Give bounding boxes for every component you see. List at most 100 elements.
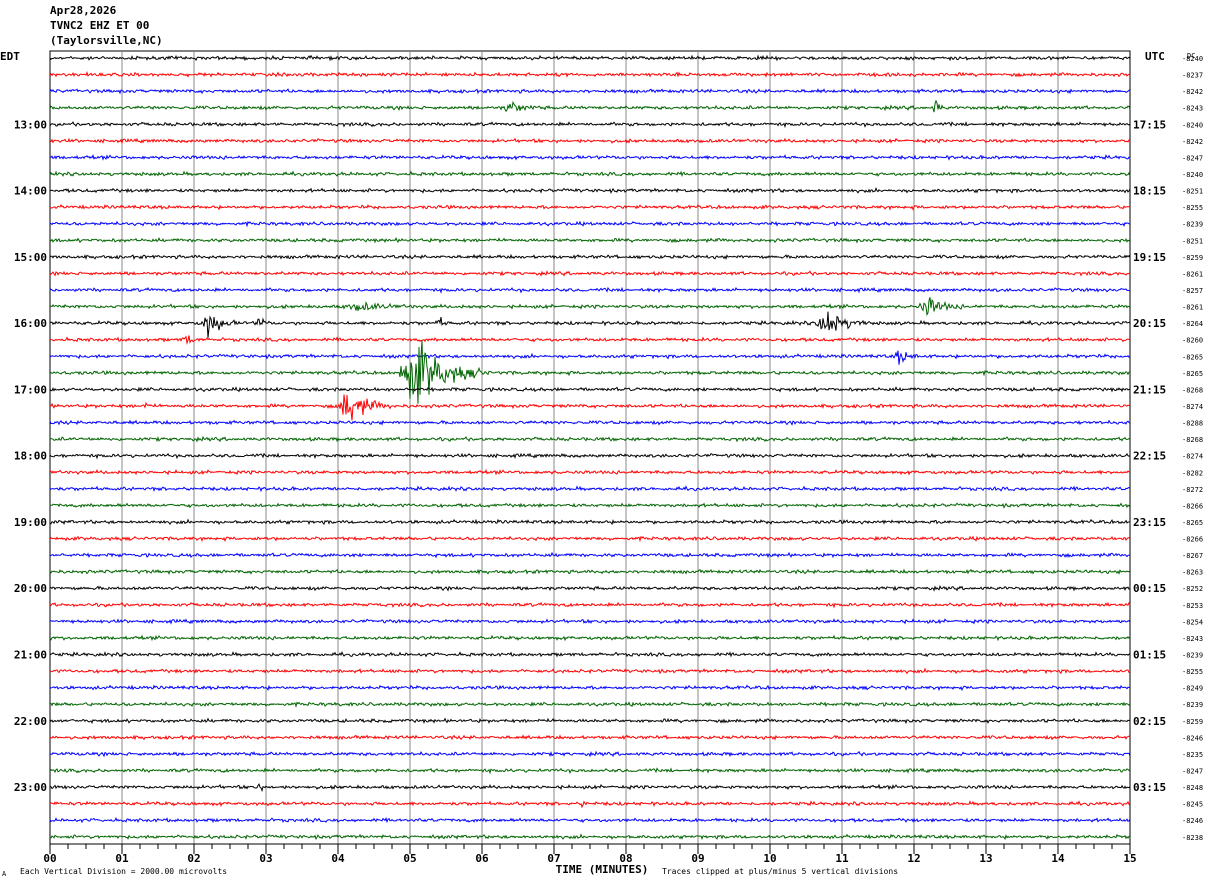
dc-offset-label: -8245 (1182, 801, 1203, 809)
x-tick-label: 05 (403, 852, 416, 865)
edt-hour-label: 20:00 (14, 582, 47, 595)
plot-frame (49, 50, 1131, 845)
seismic-trace (49, 452, 1131, 460)
seismic-trace (49, 618, 1131, 625)
x-tick-label: 11 (835, 852, 849, 865)
seismic-trace (49, 54, 1131, 62)
grid-layer (49, 50, 1131, 854)
dc-offset-label: -8251 (1182, 188, 1203, 196)
seismic-trace (49, 650, 1131, 658)
seismic-trace (49, 734, 1131, 741)
x-tick-label: 12 (907, 852, 920, 865)
dc-offset-label: -8251 (1182, 237, 1203, 245)
dc-offset-label: -8249 (1182, 685, 1203, 693)
seismic-trace (49, 584, 1131, 592)
seismic-trace (50, 750, 1131, 758)
seismic-trace (49, 717, 1131, 725)
seismic-trace (49, 468, 1131, 476)
dc-offset-label: -8239 (1182, 652, 1203, 660)
utc-hour-label: 18:15 (1133, 185, 1166, 198)
dc-offset-label: -8261 (1182, 270, 1203, 278)
utc-hour-label: 23:15 (1133, 516, 1166, 529)
dc-offset-label: -8253 (1182, 602, 1203, 610)
seismic-trace (49, 783, 1131, 793)
seismic-trace (49, 386, 1131, 393)
dc-offset-label: -8240 (1182, 55, 1203, 63)
seismic-trace (49, 502, 1131, 509)
seismic-trace (49, 340, 1131, 404)
edt-hour-label: 22:00 (14, 715, 47, 728)
seismic-trace (49, 435, 1131, 443)
x-tick-label: 10 (763, 852, 776, 865)
seismic-trace (49, 551, 1131, 559)
dc-offset-label: -8243 (1182, 105, 1203, 113)
seismic-trace (49, 99, 1131, 113)
dc-offset-label: -8274 (1182, 453, 1203, 461)
dc-offset-label: -8247 (1182, 154, 1203, 162)
dc-offset-label: -8261 (1182, 304, 1203, 312)
dc-offset-label: -8260 (1182, 337, 1203, 345)
seismic-trace (49, 634, 1131, 642)
dc-offset-label: -8265 (1182, 519, 1203, 527)
dc-offset-label: -8272 (1182, 486, 1203, 494)
seismic-trace (49, 236, 1131, 244)
seismic-trace (49, 816, 1131, 824)
dc-offset-label: -8268 (1182, 436, 1203, 444)
seismic-trace (49, 170, 1131, 178)
dc-offset-label: -8242 (1182, 88, 1203, 96)
dc-offset-label: -8242 (1182, 138, 1203, 146)
seismic-trace (49, 253, 1131, 260)
edt-hour-label: 15:00 (14, 251, 47, 264)
dc-offset-label: -8239 (1182, 221, 1203, 229)
dc-offset-label: -8274 (1182, 403, 1203, 411)
edt-hour-label: 13:00 (14, 118, 47, 131)
seismic-trace (49, 394, 1131, 421)
dc-offset-label: -8267 (1182, 552, 1203, 560)
dc-offset-label: -8238 (1182, 834, 1203, 842)
dc-offset-label: -8266 (1182, 536, 1203, 544)
seismic-trace (49, 335, 1131, 345)
utc-hour-label: 22:15 (1133, 450, 1166, 463)
edt-label: EDT (0, 50, 20, 63)
dc-offset-label: -8240 (1182, 171, 1203, 179)
dc-offset-label: -8259 (1182, 718, 1203, 726)
x-tick-label: 04 (331, 852, 345, 865)
seismic-trace (49, 518, 1130, 526)
utc-hour-label: 17:15 (1133, 118, 1166, 131)
utc-hour-label: 19:15 (1133, 251, 1166, 264)
label-layer: 00 01 02 03 04 05 06 07 08 09 10 11 12 13 14 15 TIME (MI… (0, 50, 1203, 876)
seismic-trace (49, 203, 1131, 211)
dc-offset-label: -8239 (1182, 701, 1203, 709)
dc-offset-label: -8259 (1182, 254, 1203, 262)
seismic-trace (49, 71, 1131, 78)
dc-offset-label: -8288 (1182, 420, 1203, 428)
dc-offset-label: -8264 (1182, 320, 1203, 328)
dc-offset-label: -8265 (1182, 370, 1203, 378)
dc-label: DC (1187, 52, 1195, 60)
seismic-trace (49, 270, 1131, 277)
edt-hour-label: 18:00 (14, 450, 47, 463)
dc-offset-label: -8266 (1182, 502, 1203, 510)
x-tick-label: 02 (187, 852, 200, 865)
dc-offset-label: -8268 (1182, 386, 1203, 394)
edt-hour-label: 14:00 (14, 185, 47, 198)
clip-note: Traces clipped at plus/minus 5 vertical … (662, 867, 899, 876)
dc-offset-label: -8235 (1182, 751, 1203, 759)
dc-offset-label: -8248 (1182, 784, 1203, 792)
chart-date: Apr28,2026 (50, 4, 117, 17)
scale-note: Each Vertical Division = 2000.00 microvo… (20, 867, 228, 876)
edt-hour-label: 17:00 (14, 383, 47, 396)
seismic-trace (49, 767, 1131, 775)
corner-mark: A (2, 870, 7, 878)
utc-hour-label: 00:15 (1133, 582, 1166, 595)
dc-offset-label: -8246 (1182, 734, 1203, 742)
x-tick-label: 09 (691, 852, 704, 865)
dc-offset-label: -8243 (1182, 635, 1203, 643)
dc-offset-label: -8282 (1182, 469, 1203, 477)
dc-offset-label: -8246 (1182, 817, 1203, 825)
dc-offset-label: -8240 (1182, 121, 1203, 129)
x-tick-label: 01 (115, 852, 129, 865)
utc-label: UTC (1145, 50, 1165, 63)
trace-layer (49, 54, 1131, 841)
